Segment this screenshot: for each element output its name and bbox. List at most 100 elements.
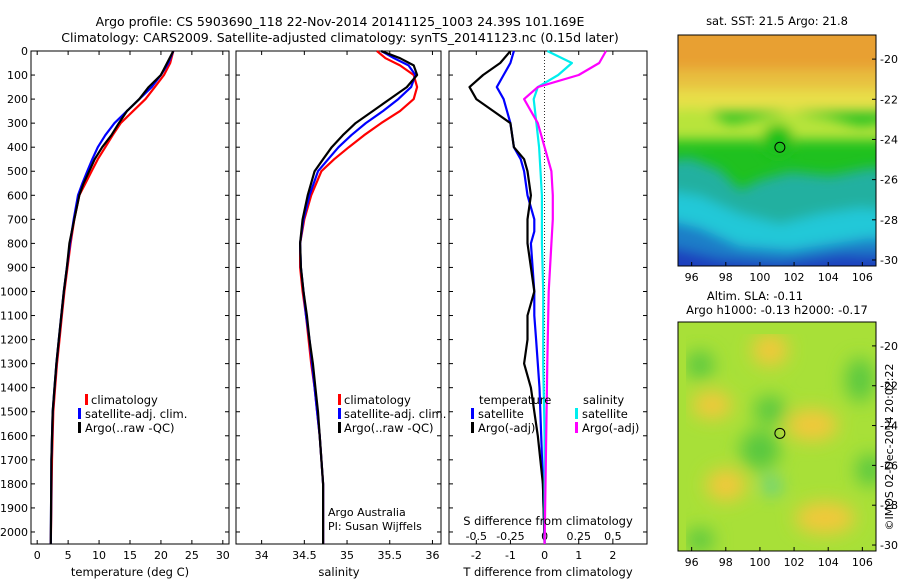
legend-swatch-argo [78,422,81,433]
lon-tick-label: 96 [685,271,699,284]
header-line-2: Climatology: CARS2009. Satellite-adjuste… [61,30,618,45]
temperature-panel-frame [30,50,230,545]
x-tick-label: 1 [575,549,582,562]
series-salinity-satellite [532,50,574,544]
difference-legend: temperature satellite Argo(-adj) salinit… [471,393,639,435]
x-tick-label: 25 [185,549,199,562]
lat-tick-label: -24 [880,420,898,433]
x-tick-label: 20 [154,549,168,562]
temperature-legend: climatology satellite-adj. clim. Argo(..… [78,393,187,435]
argo-float-marker-sla [774,427,786,439]
sst-map-frame [677,34,877,267]
y-tick-label: 1300 [0,358,28,371]
temperature-plot: 0100200300400500600700800900100011001200… [0,45,230,562]
lon-tick-label: 104 [818,556,839,569]
y-tick-label: 1100 [0,310,28,323]
sst-map-title: sat. SST: 21.5 Argo: 21.8 [706,14,848,28]
y-tick-label: 200 [7,93,28,106]
y-tick-label: 500 [7,165,28,178]
y-tick-label: 1500 [0,406,28,419]
sst-map [678,35,876,266]
y-tick-label: 700 [7,213,28,226]
y-tick-label: 1400 [0,382,28,395]
x-tick-label: -1 [505,549,516,562]
lon-tick-label: 98 [719,556,733,569]
x-tick-label: 15 [123,549,137,562]
lon-tick-label: 106 [852,556,873,569]
t-difference-axis-label: T difference from climatology [462,565,633,579]
s-tick-label: -0.25 [496,530,524,543]
y-tick-label: 1900 [0,502,28,515]
y-tick-label: 900 [7,261,28,274]
s-tick-label: -0.5 [466,530,487,543]
x-tick-label: 0 [34,549,41,562]
lat-tick-label: -30 [880,254,898,267]
legend-swatch-satellite [338,408,341,419]
sla-map-frame [677,321,877,552]
lon-tick-label: 102 [784,556,805,569]
x-tick-label: -2 [471,549,482,562]
s-tick-label: 0.5 [604,530,622,543]
lat-tick-label: -22 [880,93,898,106]
series-satellite-adj-clim- [49,50,175,545]
salinity-panel-frame [235,50,442,545]
y-tick-label: 800 [7,237,28,250]
legend-swatch-sal-satellite [575,408,578,419]
x-tick-label: 30 [216,549,230,562]
lat-tick-label: -20 [880,340,898,353]
sla-map [678,322,876,551]
lat-tick-label: -22 [880,380,898,393]
legend-label-climatology: climatology [91,393,158,407]
header-line-1: Argo profile: CS 5903690_118 22-Nov-2014… [96,14,585,29]
lon-tick-label: 100 [749,556,770,569]
lat-tick-label: -30 [880,539,898,552]
argo-float-marker-sst [774,141,786,153]
sst-map-axes: 96 98 100 102 104 106 -20 -22 -24 -26 -28 -30 [685,53,898,284]
lat-tick-label: -28 [880,214,898,227]
legend-label-sal-argo: Argo(-adj) [582,421,639,435]
lon-tick-label: 98 [719,271,733,284]
y-tick-label: 0 [21,45,28,58]
lon-tick-label: 104 [818,271,839,284]
series-satellite-adj-clim- [299,50,417,544]
y-tick-label: 300 [7,117,28,130]
y-tick-label: 100 [7,69,28,82]
lat-tick-label: -24 [880,133,898,146]
legend-swatch-sal-argo [575,422,578,433]
sla-map-axes: 96 98 100 102 104 106 -20 -22 -24 -26 -28 -30 [685,340,898,569]
y-tick-label: 1600 [0,430,28,443]
legend-label-temp-satellite: satellite [478,407,524,421]
legend-swatch-temp-satellite [471,408,474,419]
series-climatology [299,50,419,544]
legend-swatch-temp-argo [471,422,474,433]
series-argo-raw-qc- [49,50,175,545]
y-tick-label: 400 [7,141,28,154]
y-tick-label: 1000 [0,285,28,298]
credit-timestamp: ©IMOS 02-Dec-2014 20:02:22 [883,364,896,531]
legend-label-argo: Argo(..raw -QC) [85,421,175,435]
salinity-legend: climatology satellite-adj. clim. Argo(..… [328,393,446,533]
x-tick-label: 34.5 [292,549,317,562]
lon-tick-label: 106 [852,271,873,284]
sla-map-subtitle: Argo h1000: -0.13 h2000: -0.17 [686,303,868,317]
series-argo-raw-qc- [299,49,419,544]
x-tick-label: 35.5 [378,549,403,562]
legend-swatch-argo [338,422,341,433]
salinity-plot: 34 34.5 35 35.5 36 [236,49,441,562]
difference-plot: -2 -1 0 1 2-0.5 -0.25 0 0.25 0.5 [449,50,647,562]
legend-label-argo: Argo(..raw -QC) [344,421,434,435]
lat-tick-label: -20 [880,53,898,66]
y-tick-label: 2000 [0,526,28,539]
y-tick-label: 1800 [0,478,28,491]
series-temperature-argo-adj- [468,50,546,545]
temperature-axis-label: temperature (deg C) [71,565,189,579]
sla-map-title: Altim. SLA: -0.11 [707,289,803,303]
annotation-pi: PI: Susan Wijffels [328,520,422,533]
x-tick-label: 5 [65,549,72,562]
series-salinity-argo-adj- [522,50,607,545]
legend-label-temp-argo: Argo(-adj) [478,421,535,435]
legend-heading-temperature: temperature [479,393,551,407]
y-tick-label: 1200 [0,334,28,347]
legend-label-satellite: satellite-adj. clim. [85,407,187,421]
